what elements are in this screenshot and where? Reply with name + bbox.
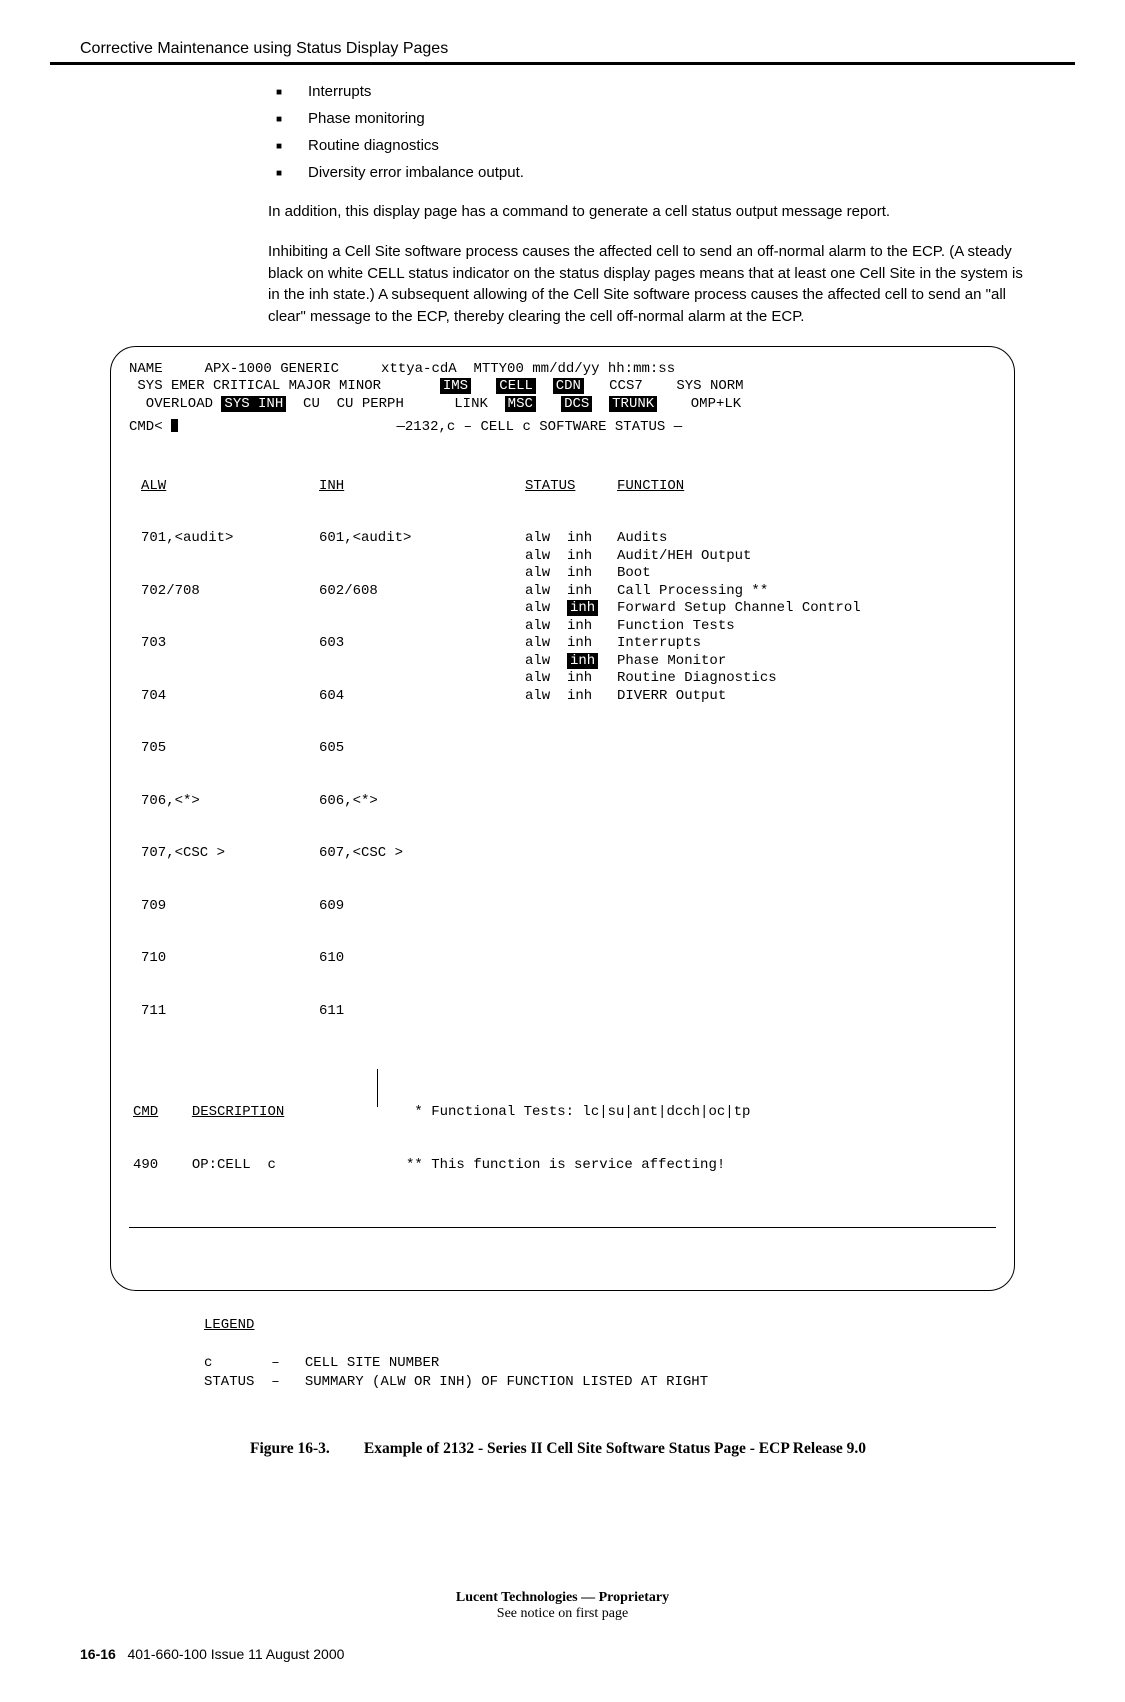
legend-block: LEGEND c – CELL SITE NUMBER STATUS – SUM… [204, 1297, 1015, 1410]
status-row: alwinhCall Processing ** [525, 583, 996, 601]
bullet-item: Routine diagnostics [268, 137, 1025, 154]
vertical-divider [377, 1069, 378, 1107]
page-number: 16-16 [80, 1646, 116, 1662]
legend-row: STATUS – SUMMARY (ALW OR INH) OF FUNCTIO… [204, 1374, 708, 1390]
cmd-desc: OP:CELL c [192, 1157, 276, 1173]
page-number-line: 16-16 401-660-100 Issue 11 August 2000 [50, 1646, 1075, 1662]
status-row: alwinhAudit/HEH Output [525, 548, 996, 566]
inh-row: 611 [319, 1003, 499, 1021]
alw-row: 710 [141, 950, 319, 968]
bullet-list: Interrupts Phase monitoring Routine diag… [268, 83, 1025, 181]
alw-row: 704 [141, 688, 319, 706]
alw-row: 703 [141, 635, 319, 653]
paragraph: Inhibiting a Cell Site software process … [268, 241, 1025, 328]
footer-proprietary: Lucent Technologies — Proprietary [50, 1590, 1075, 1606]
inh-row: 607,<CSC > [319, 845, 499, 863]
function-header: FUNCTION [617, 478, 684, 494]
status-row: alwinhPhase Monitor [525, 653, 996, 671]
alw-header: ALW [141, 478, 166, 494]
legend-row: c – CELL SITE NUMBER [204, 1355, 439, 1371]
alw-row: 711 [141, 1003, 319, 1021]
sys-inh-indicator: SYS INH [221, 396, 286, 412]
terminal-display: NAME APX-1000 GENERIC xttya-cdA MTTY00 m… [110, 346, 1015, 1292]
alw-row: 702/708 [141, 583, 319, 601]
inh-row: 610 [319, 950, 499, 968]
trunk-indicator: TRUNK [609, 396, 657, 412]
alw-row: 709 [141, 898, 319, 916]
ims-indicator: IMS [440, 378, 471, 394]
inh-column: INH 601,<audit> 602/608 603 604 605 606,… [319, 443, 499, 1056]
alw-row: 705 [141, 740, 319, 758]
inh-row: 603 [319, 635, 499, 653]
alw-row: 701,<audit> [141, 530, 319, 548]
status-row: alwinhForward Setup Channel Control [525, 600, 996, 618]
status-columns: ALW 701,<audit> 702/708 703 704 705 706,… [129, 443, 996, 1056]
paragraph: In addition, this display page has a com… [268, 201, 1025, 223]
page-footer: Lucent Technologies — Proprietary See no… [50, 1590, 1075, 1622]
status-row: alwinhDIVERR Output [525, 688, 996, 706]
cell-indicator: CELL [496, 378, 536, 394]
footnote-1: * Functional Tests: lc|su|ant|dcch|oc|tp [406, 1104, 750, 1122]
header-rule [50, 62, 1075, 65]
figure-title: Example of 2132 - Series II Cell Site So… [364, 1440, 866, 1457]
alw-column: ALW 701,<audit> 702/708 703 704 705 706,… [129, 443, 319, 1056]
status-function-column: STATUSFUNCTION alwinhAuditsalwinhAudit/H… [499, 443, 996, 1056]
cursor-icon [171, 419, 178, 432]
status-row: alwinhRoutine Diagnostics [525, 670, 996, 688]
bullet-item: Phase monitoring [268, 110, 1025, 127]
alw-row: 706,<*> [141, 793, 319, 811]
dcs-indicator: DCS [561, 396, 592, 412]
figure-label: Figure 16-3. [250, 1439, 360, 1460]
inh-inverse-indicator: inh [567, 653, 598, 669]
inh-header: INH [319, 478, 344, 494]
inh-inverse-indicator: inh [567, 600, 598, 616]
description-header: DESCRIPTION [192, 1104, 284, 1120]
status-row: alwinhBoot [525, 565, 996, 583]
cmd-notes-section: CMD DESCRIPTION 490 OP:CELL c * Function… [129, 1069, 996, 1209]
inh-row: 604 [319, 688, 499, 706]
footnote-2: ** This function is service affecting! [406, 1157, 750, 1175]
alw-row: 707,<CSC > [141, 845, 319, 863]
footer-notice: See notice on first page [50, 1606, 1075, 1622]
term-line-name: NAME APX-1000 GENERIC xttya-cdA MTTY00 m… [129, 361, 996, 379]
cmd-code: 490 [133, 1157, 158, 1173]
status-row: alwinhAudits [525, 530, 996, 548]
legend-title: LEGEND [204, 1317, 254, 1333]
cmd-prompt-line: CMD< —2132,c – CELL c SOFTWARE STATUS — [129, 419, 996, 437]
bullet-item: Diversity error imbalance output. [268, 164, 1025, 181]
term-line-alarms-1: SYS EMER CRITICAL MAJOR MINOR IMS CELL C… [129, 378, 996, 396]
status-row: alwinhFunction Tests [525, 618, 996, 636]
inh-row: 605 [319, 740, 499, 758]
inh-row: 606,<*> [319, 793, 499, 811]
status-row: alwinhInterrupts [525, 635, 996, 653]
msc-indicator: MSC [505, 396, 536, 412]
term-line-alarms-2: OVERLOAD SYS INH CU CU PERPH LINK MSC DC… [129, 396, 996, 414]
doc-id: 401-660-100 Issue 11 August 2000 [127, 1646, 344, 1662]
inh-row: 609 [319, 898, 499, 916]
cmd-header: CMD [133, 1104, 158, 1120]
cdn-indicator: CDN [553, 378, 584, 394]
page-header-title: Corrective Maintenance using Status Disp… [50, 40, 1075, 58]
inh-row: 602/608 [319, 583, 499, 601]
inh-row: 601,<audit> [319, 530, 499, 548]
bullet-item: Interrupts [268, 83, 1025, 100]
figure-caption: Figure 16-3. Example of 2132 - Series II… [250, 1439, 1015, 1460]
